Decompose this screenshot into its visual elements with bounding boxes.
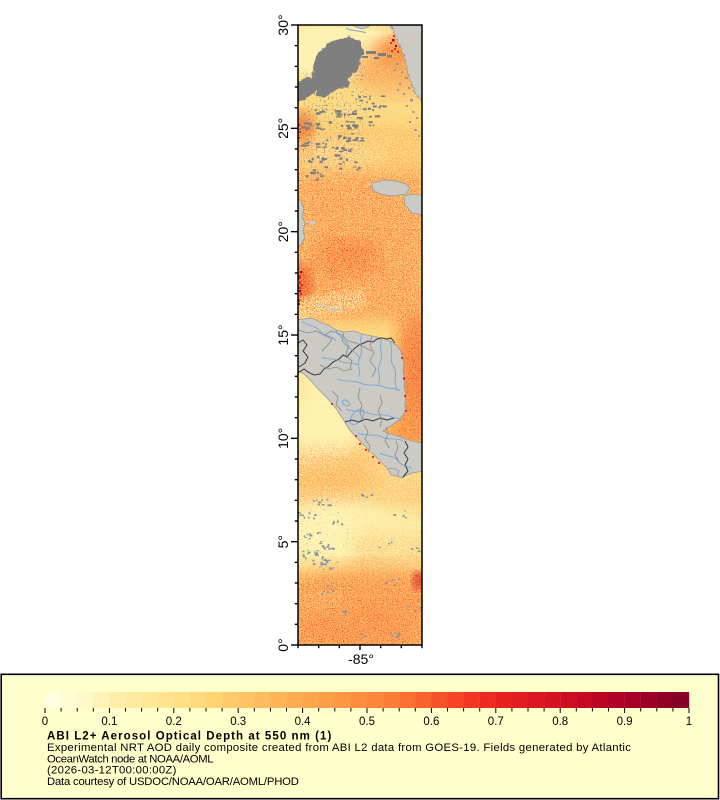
svg-text:0.9: 0.9 <box>617 716 633 728</box>
svg-text:0.3: 0.3 <box>230 716 246 728</box>
svg-text:Data courtesy of USDOC/NOAA/OA: Data courtesy of USDOC/NOAA/OAR/AOML/PHO… <box>47 776 299 788</box>
svg-text:20°: 20° <box>275 221 291 242</box>
svg-text:0.5: 0.5 <box>359 716 375 728</box>
svg-text:0.7: 0.7 <box>488 716 504 728</box>
svg-text:0.8: 0.8 <box>552 716 568 728</box>
svg-text:(2026-03-12T00:00:00Z): (2026-03-12T00:00:00Z) <box>47 765 177 777</box>
svg-text:10°: 10° <box>275 428 291 449</box>
svg-text:0.6: 0.6 <box>423 716 439 728</box>
svg-text:OceanWatch node at NOAA/AOML: OceanWatch node at NOAA/AOML <box>47 753 213 765</box>
svg-text:0: 0 <box>42 716 48 728</box>
svg-text:5°: 5° <box>275 535 291 548</box>
svg-text:15°: 15° <box>275 324 291 345</box>
svg-text:-85°: -85° <box>348 651 374 667</box>
svg-text:0.2: 0.2 <box>166 716 182 728</box>
svg-text:1: 1 <box>686 716 692 728</box>
svg-text:0°: 0° <box>275 638 291 651</box>
svg-text:ABI L2+ Aerosol Optical Depth: ABI L2+ Aerosol Optical Depth at 550 nm … <box>47 731 332 743</box>
svg-text:25°: 25° <box>275 118 291 139</box>
svg-text:0.4: 0.4 <box>295 716 312 728</box>
svg-text:30°: 30° <box>275 14 291 35</box>
svg-text:Experimental NRT AOD daily com: Experimental NRT AOD daily composite cre… <box>47 742 631 754</box>
svg-text:0.1: 0.1 <box>101 716 117 728</box>
